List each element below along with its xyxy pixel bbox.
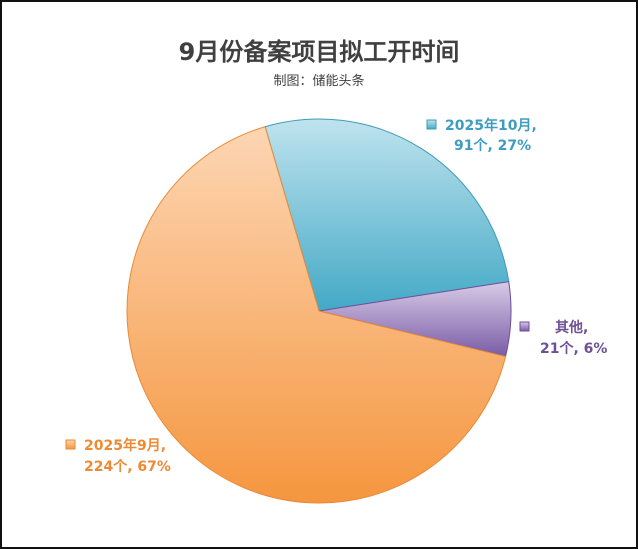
legend-key-other <box>519 321 530 332</box>
data-label-2025-09: 2025年9月, 224个, 67% <box>65 437 171 475</box>
pie-slice-2025-10 <box>264 118 510 312</box>
label-2025-10-line1: 2025年10月, <box>445 117 537 134</box>
label-other-line1: 其他, <box>555 319 588 336</box>
label-2025-10-line2: 91个, 27% <box>454 137 531 154</box>
legend-key-2025-10 <box>426 119 437 130</box>
label-2025-09-line2: 224个, 67% <box>84 458 171 475</box>
label-2025-09-line1: 2025年9月, <box>84 437 166 454</box>
chart-subtitle: 制图：储能头条 <box>273 74 365 89</box>
chart-title: 9月份备案项目拟工开时间 <box>178 38 460 66</box>
label-other-line2: 21个, 6% <box>540 340 607 357</box>
data-label-other: 其他, 21个, 6% <box>519 319 607 357</box>
data-label-2025-10: 2025年10月, 91个, 27% <box>426 117 537 154</box>
legend-key-2025-09 <box>65 439 76 450</box>
pie-slice-2025-09 <box>126 126 507 504</box>
